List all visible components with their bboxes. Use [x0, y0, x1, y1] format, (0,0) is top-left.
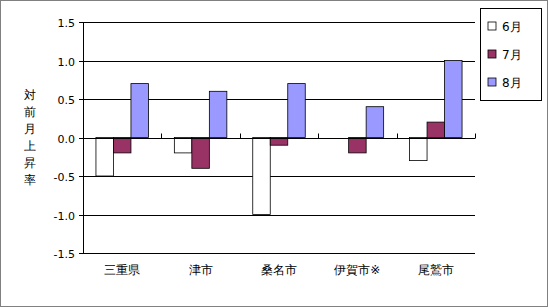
legend-box [481, 9, 542, 101]
y-tick-label: 0.0 [58, 133, 76, 146]
legend: 6月 7月 8月 [481, 9, 542, 101]
y-tick [79, 176, 83, 177]
grid-line [83, 138, 475, 139]
grid-line [83, 176, 475, 177]
grid-line [83, 215, 475, 216]
bar [427, 122, 445, 137]
chart-border [1, 1, 548, 307]
y-tick-label: 1.0 [58, 56, 76, 69]
x-tick [318, 134, 319, 139]
grid-line [83, 61, 475, 62]
x-tick-label: 尾鷲市 [418, 263, 454, 277]
bar [288, 84, 306, 138]
bar [410, 138, 428, 161]
legend-label: 6月 [502, 20, 522, 34]
y-tick [79, 215, 83, 216]
legend-label: 7月 [502, 48, 522, 62]
x-axis [83, 138, 475, 139]
bars [96, 61, 462, 215]
bar [192, 138, 210, 169]
x-tick-label: 三重県 [104, 263, 140, 277]
y-axis-label: 対前月上昇率 [24, 88, 36, 187]
legend-swatch [488, 78, 496, 86]
legend-label: 8月 [502, 76, 522, 90]
bar [131, 84, 149, 138]
y-tick-label: -1.5 [54, 248, 75, 261]
bar [253, 138, 271, 215]
x-tick [397, 134, 398, 139]
legend-swatch [488, 22, 496, 30]
bar [349, 138, 367, 153]
y-tick-label: -1.0 [54, 210, 75, 223]
grid-line [83, 253, 475, 254]
x-tick [161, 134, 162, 139]
legend-swatch [488, 50, 496, 58]
y-tick-label: 1.5 [58, 17, 76, 30]
y-tick [79, 99, 83, 100]
grid-line [83, 22, 475, 23]
y-tick [79, 22, 83, 23]
y-tick [79, 61, 83, 62]
x-tick-label: 津市 [189, 263, 213, 277]
bar [366, 107, 384, 138]
y-axis [83, 22, 84, 253]
x-tick-label: 伊賀市※ [334, 263, 380, 277]
bar [174, 138, 192, 153]
bar [113, 138, 131, 153]
x-tick [240, 134, 241, 139]
y-tick [79, 253, 83, 254]
y-tick-label: 0.5 [58, 94, 76, 107]
bar [209, 91, 227, 137]
y-tick [79, 138, 83, 139]
bar [96, 138, 114, 177]
chart: -1.5 -1.0 -0.5 0.0 0.5 1.0 1.5 対前月上昇率三重県 津市 桑名市 伊賀… [0, 0, 548, 307]
y-tick-label: -0.5 [54, 171, 75, 184]
x-tick-label: 桑名市 [261, 263, 297, 277]
x-tick [475, 134, 476, 139]
bar [445, 61, 463, 138]
